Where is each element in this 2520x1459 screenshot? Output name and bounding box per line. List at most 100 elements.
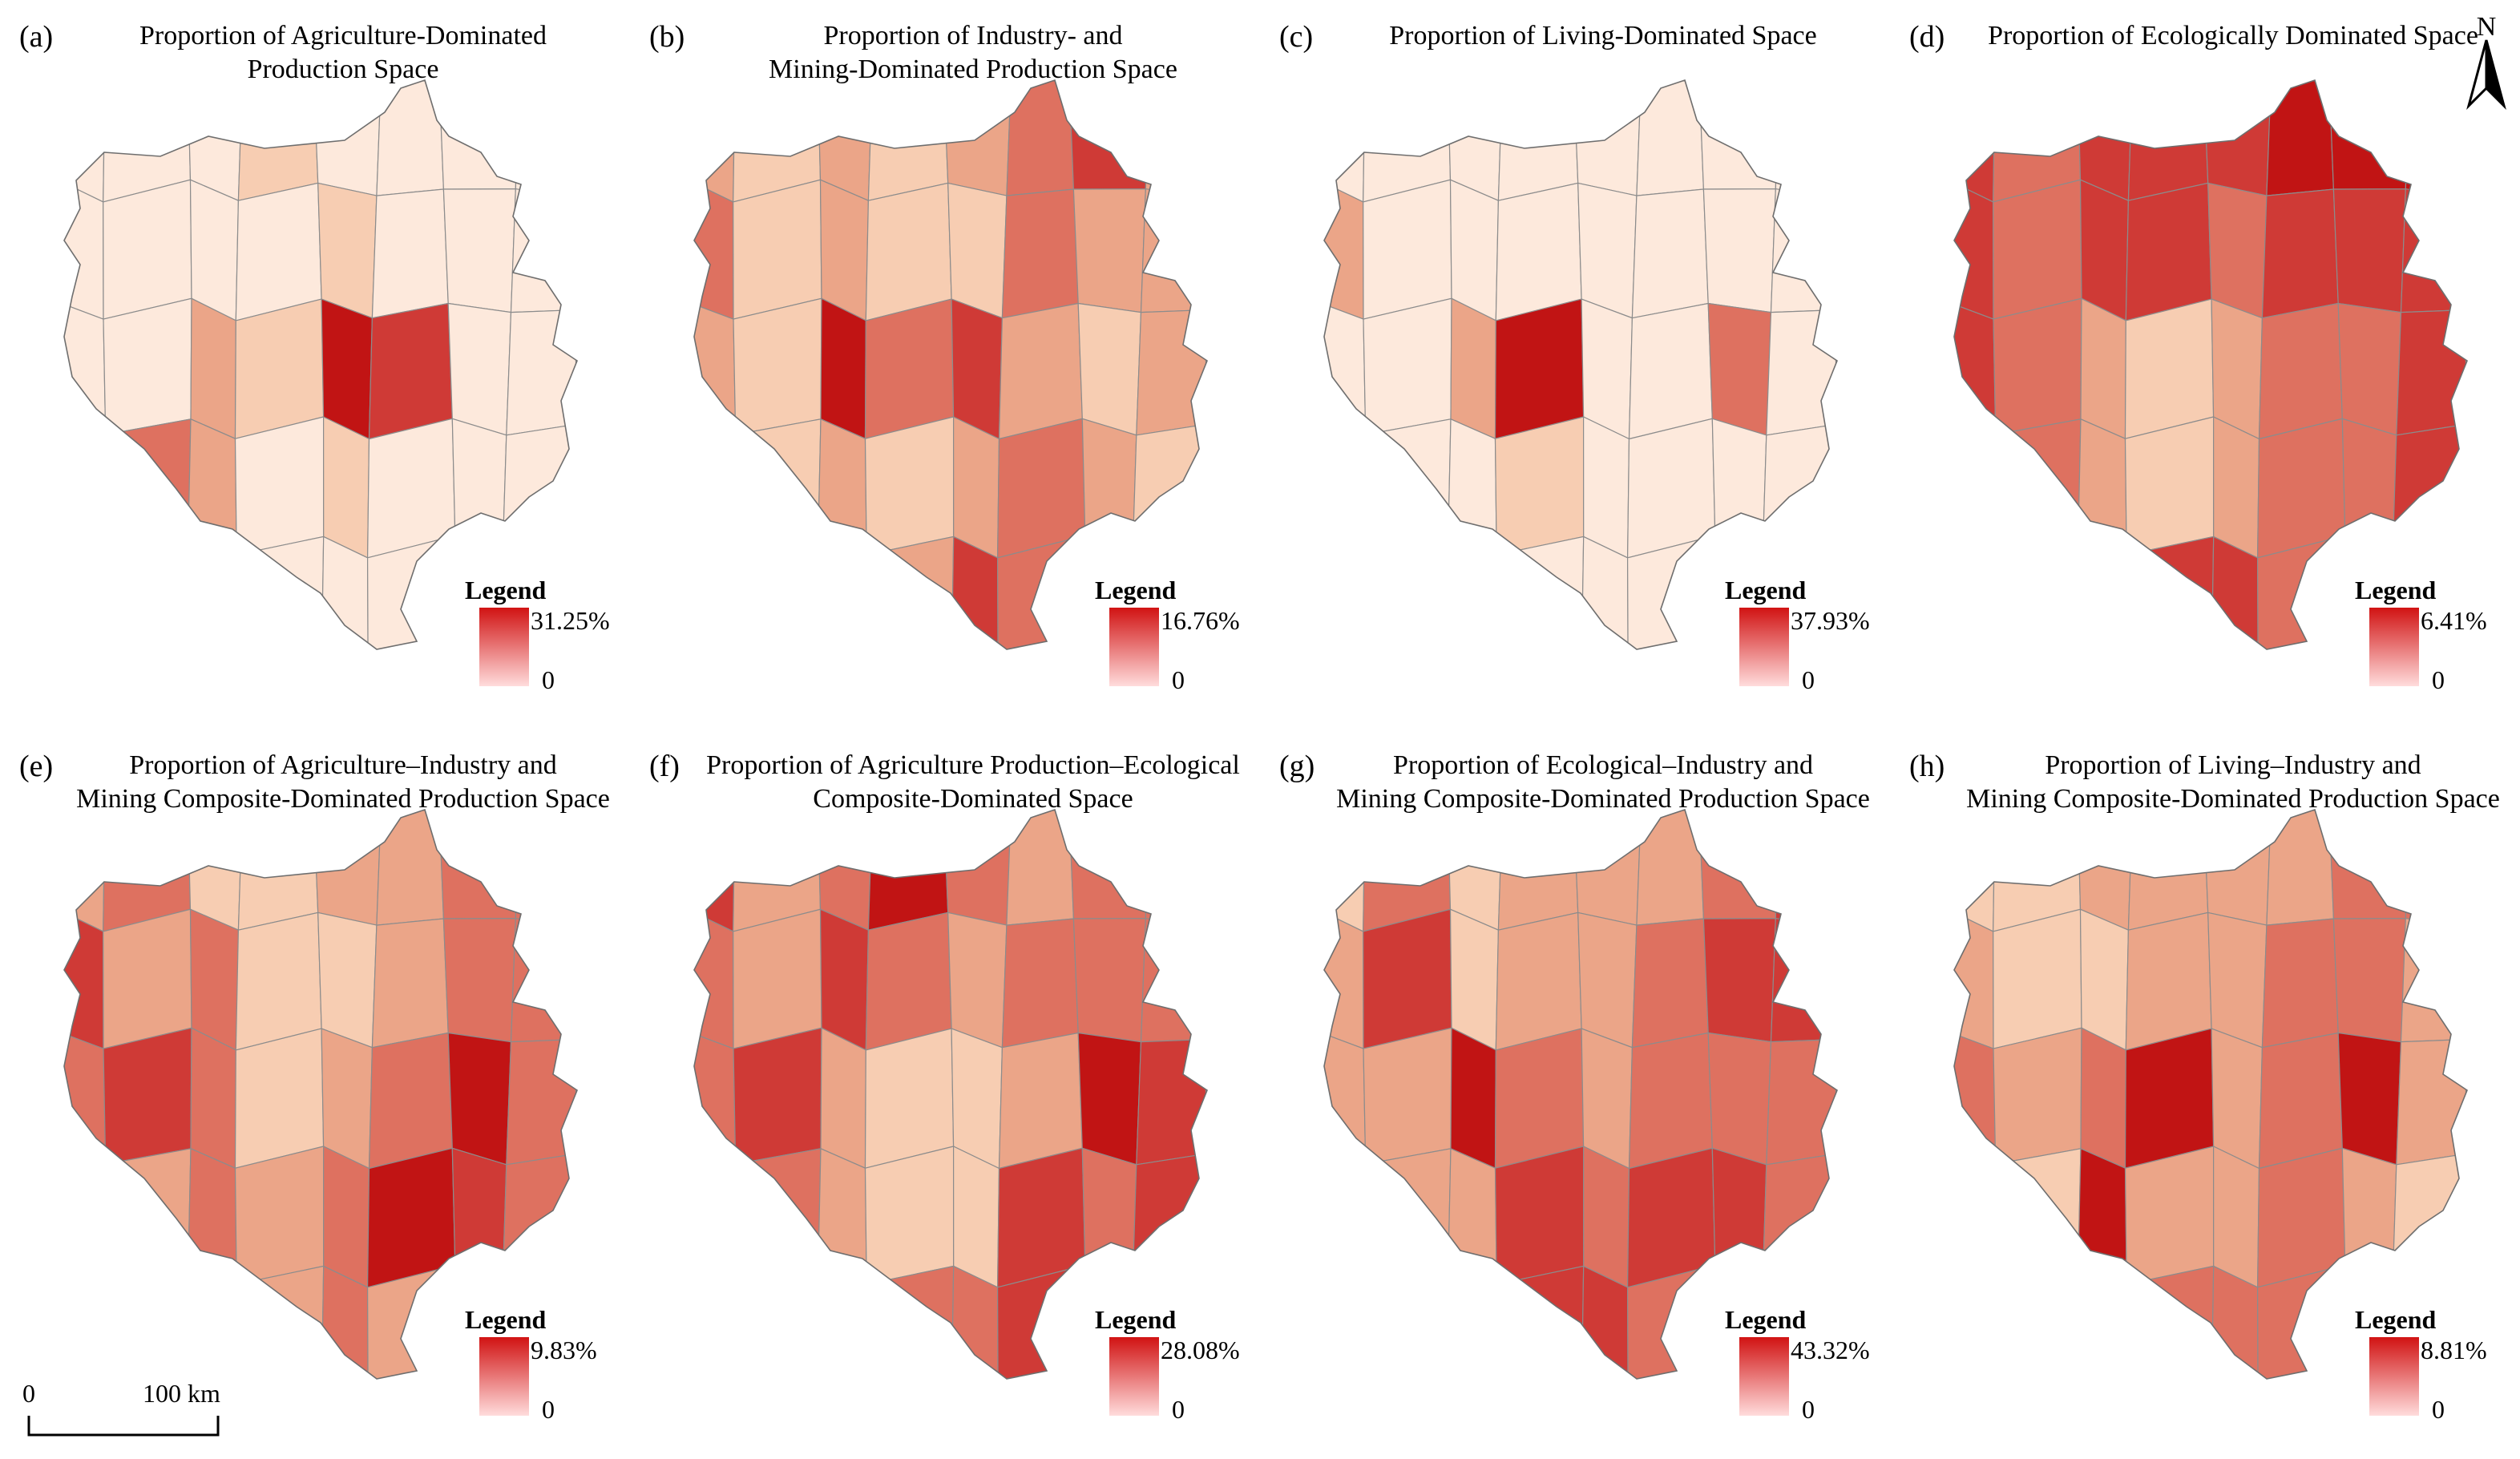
district-region: [234, 1028, 325, 1169]
district-region: [2127, 810, 2209, 931]
district-region: [2079, 179, 2130, 321]
district-region: [188, 418, 237, 556]
district-region: [2266, 80, 2335, 196]
district-region: [951, 536, 999, 649]
panel-title-line: Proportion of Ecological–Industry and: [1392, 750, 1814, 780]
choropleth-map: [63, 79, 578, 650]
district-region: [1636, 810, 1705, 926]
district-region: [2258, 1032, 2343, 1170]
district-region: [1324, 1153, 1371, 1279]
district-region: [2212, 416, 2260, 559]
district-region: [694, 1153, 741, 1279]
district-region: [64, 423, 111, 550]
district-region: [451, 418, 507, 558]
choropleth-map: [693, 79, 1208, 650]
district-region: [1954, 80, 1996, 203]
district-region: [451, 1147, 507, 1287]
legend-max-value: 6.41%: [2421, 606, 2487, 635]
district-region: [943, 810, 1012, 926]
district-region: [105, 418, 192, 550]
district-region: [1954, 301, 1997, 435]
district-region: [1449, 179, 1500, 321]
district-region: [996, 1264, 1087, 1379]
panel-letter: (f): [649, 750, 680, 783]
map-legend: Legend 16.76% 0: [1095, 576, 1271, 704]
district-region: [2124, 298, 2215, 439]
north-arrow-right-half: [2485, 39, 2506, 111]
district-region: [2125, 182, 2212, 321]
district-region: [1324, 1030, 1367, 1165]
district-region: [2207, 911, 2268, 1049]
district-region: [1707, 1032, 1772, 1166]
district-region: [2078, 1147, 2127, 1285]
district-region: [998, 302, 1083, 440]
legend-max-value: 43.32%: [1791, 1336, 1870, 1364]
legend-title: Legend: [2355, 576, 2437, 604]
panel-letter: (a): [19, 20, 54, 54]
district-region: [1582, 416, 1630, 559]
district-region: [1581, 1028, 1634, 1170]
legend-color-ramp: [479, 608, 529, 686]
district-region: [2079, 908, 2130, 1051]
north-arrow-left-half: [2466, 39, 2488, 111]
district-region: [510, 918, 575, 1043]
district-region: [1495, 182, 1582, 321]
panel-title-line: Production Space: [247, 55, 439, 84]
district-region: [189, 179, 240, 321]
district-region: [819, 179, 870, 321]
legend-max-value: 16.76%: [1161, 606, 1240, 635]
district-region: [1368, 540, 1449, 649]
map-panel-e: (e) Proportion of Agriculture–Industry an…: [0, 730, 630, 1459]
district-region: [2127, 80, 2209, 201]
panel-title: Proportion of Ecological–Industry and Min…: [1332, 749, 1874, 816]
district-region: [820, 1027, 866, 1170]
map-legend: Legend 37.93% 0: [1725, 576, 1901, 704]
map-panel-g: (g) Proportion of Ecological–Industry and…: [1260, 730, 1890, 1459]
panel-title-line: Proportion of Ecologically Dominated Spa…: [1988, 21, 2478, 51]
district-region: [234, 1146, 325, 1285]
district-region: [447, 302, 512, 436]
district-region: [1711, 418, 1767, 558]
legend-min-value: 0: [2432, 1395, 2445, 1424]
district-region: [1626, 418, 1716, 559]
district-region: [2258, 302, 2343, 440]
district-region: [2337, 302, 2402, 436]
scale-bar-end-label: 100 km: [143, 1379, 220, 1408]
district-region: [1140, 918, 1205, 1043]
district-region: [321, 536, 369, 649]
district-region: [64, 1030, 107, 1165]
panel-title-line: Proportion of Industry- and: [823, 21, 1123, 51]
district-region: [1698, 80, 1780, 190]
study-area-outline: [693, 79, 1208, 650]
district-region: [237, 810, 319, 931]
district-region: [1494, 416, 1585, 556]
district-region: [442, 188, 516, 313]
legend-title: Legend: [465, 576, 547, 604]
legend-color-ramp: [1109, 608, 1159, 686]
legend-title: Legend: [1725, 576, 1807, 604]
district-region: [867, 810, 949, 931]
district-region: [694, 423, 741, 550]
panel-letter: (h): [1909, 750, 1945, 783]
district-region: [1324, 80, 1366, 203]
district-region: [1993, 908, 2082, 1049]
district-region: [943, 80, 1012, 196]
panel-letter: (g): [1279, 750, 1315, 783]
district-region: [1626, 1147, 1716, 1288]
district-region: [1072, 918, 1146, 1043]
study-area-outline: [1323, 808, 1838, 1380]
legend-min-value: 0: [1172, 665, 1185, 694]
district-region: [321, 298, 374, 440]
district-region: [189, 908, 240, 1051]
map-legend: Legend 6.41% 0: [2355, 576, 2520, 704]
district-region: [321, 1028, 374, 1170]
district-region: [1448, 418, 1497, 556]
district-region: [2256, 418, 2346, 559]
district-region: [64, 1153, 111, 1279]
district-region: [2077, 80, 2133, 202]
district-region: [366, 418, 456, 559]
district-region: [2073, 540, 2130, 649]
district-region: [2400, 188, 2465, 313]
district-region: [864, 1028, 955, 1169]
district-region: [738, 1270, 819, 1379]
